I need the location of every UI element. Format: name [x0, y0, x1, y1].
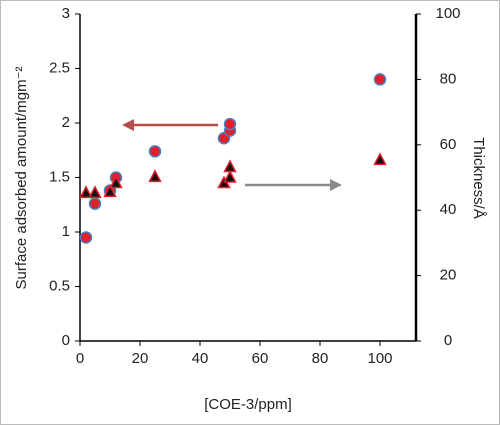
x-tick-label: 0 — [76, 350, 84, 367]
x-tick-label: 60 — [252, 350, 269, 367]
x-tick-label: 40 — [192, 350, 209, 367]
y2-axis-label: Thickness/Å — [470, 137, 487, 219]
y2-tick-label: 40 — [440, 201, 457, 218]
point — [148, 145, 162, 158]
point — [109, 175, 123, 189]
y-tick-label: 2.5 — [49, 59, 70, 76]
arrow-head — [330, 179, 342, 191]
point — [148, 169, 162, 183]
point — [223, 117, 237, 131]
y-tick-label: 1 — [62, 223, 70, 240]
x-tick-label: 20 — [132, 350, 149, 367]
y-tick-label: 1.5 — [49, 168, 70, 185]
y2-tick-label: 80 — [440, 70, 457, 87]
point — [373, 152, 387, 166]
point — [373, 73, 387, 86]
point — [88, 197, 102, 210]
y-tick-label: 0 — [62, 332, 70, 349]
point — [223, 159, 237, 173]
x-tick-label: 100 — [367, 350, 392, 367]
y-tick-label: 3 — [62, 5, 70, 22]
point — [103, 184, 117, 198]
x-tick-label: 80 — [312, 350, 329, 367]
point — [88, 185, 102, 199]
point — [79, 231, 93, 244]
point — [223, 169, 237, 183]
y-tick-label: 0.5 — [49, 277, 70, 294]
point — [79, 185, 93, 199]
y2-tick-label: 0 — [444, 332, 452, 349]
x-axis-label: [COE-3/ppm] — [204, 396, 292, 413]
arrow-head — [122, 119, 134, 131]
y-tick-label: 2 — [62, 114, 70, 131]
y2-tick-label: 20 — [440, 267, 457, 284]
y2-tick-label: 60 — [440, 136, 457, 153]
y2-tick-label: 100 — [435, 5, 460, 22]
y-axis-label: Surface adsorbed amount/mgm⁻² — [13, 66, 30, 289]
